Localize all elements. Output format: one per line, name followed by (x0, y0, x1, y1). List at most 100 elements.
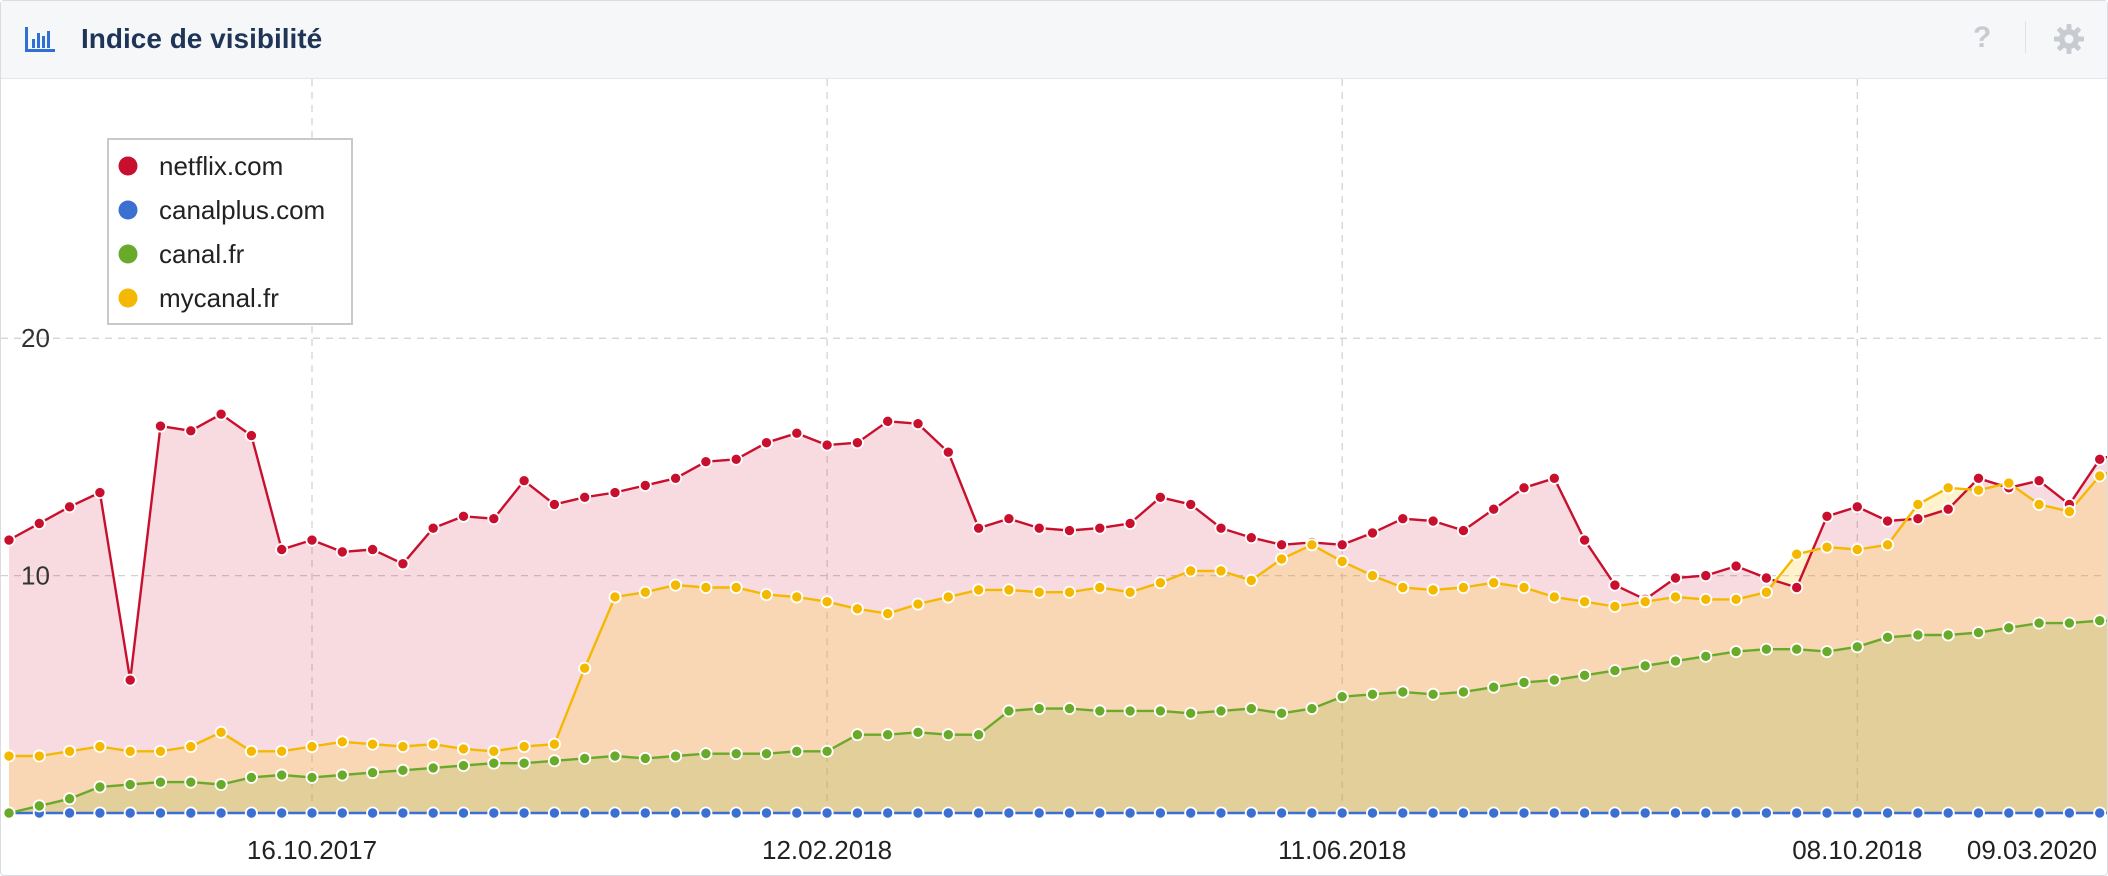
point-canal-fr (790, 744, 804, 758)
point-canalplus-com (1184, 806, 1198, 820)
point-mycanal-fr (1547, 590, 1561, 604)
point-mycanal-fr (2062, 505, 2076, 519)
point-netflix-com (1759, 571, 1773, 585)
point-mycanal-fr (820, 595, 834, 609)
point-mycanal-fr (275, 744, 289, 758)
point-netflix-com (1941, 502, 1955, 516)
point-canalplus-com (1578, 806, 1592, 820)
point-canal-fr (2002, 621, 2016, 635)
point-canalplus-com (123, 806, 137, 820)
point-canalplus-com (1335, 806, 1349, 820)
point-netflix-com (2093, 452, 2107, 466)
point-netflix-com (1123, 516, 1137, 530)
point-netflix-com (305, 533, 319, 547)
point-netflix-com (1487, 502, 1501, 516)
point-netflix-com (1669, 571, 1683, 585)
point-canal-fr (669, 749, 683, 763)
x-tick-label: 12.02.2018 (762, 835, 892, 865)
point-netflix-com (1881, 514, 1895, 528)
point-mycanal-fr (335, 735, 349, 749)
point-mycanal-fr (184, 740, 198, 754)
point-canal-fr (1002, 704, 1016, 718)
bar-chart-icon (25, 27, 55, 52)
point-mycanal-fr (1790, 547, 1804, 561)
point-canal-fr (1729, 645, 1743, 659)
point-netflix-com (244, 429, 258, 443)
point-canal-fr (335, 768, 349, 782)
point-canal-fr (1426, 687, 1440, 701)
point-canalplus-com (729, 806, 743, 820)
point-mycanal-fr (1153, 576, 1167, 590)
point-canal-fr (699, 747, 713, 761)
y-axis-ticks: 10 20 (21, 323, 50, 590)
series-areas (9, 414, 2107, 813)
y-tick-label: 10 (21, 561, 50, 591)
point-netflix-com (1063, 524, 1077, 538)
point-canalplus-com (1214, 806, 1228, 820)
point-mycanal-fr (1608, 599, 1622, 613)
point-canalplus-com (275, 806, 289, 820)
point-canalplus-com (1487, 806, 1501, 820)
point-netflix-com (790, 426, 804, 440)
point-canalplus-com (1002, 806, 1016, 820)
point-mycanal-fr (487, 744, 501, 758)
point-mycanal-fr (699, 580, 713, 594)
point-mycanal-fr (2, 749, 16, 763)
point-netflix-com (32, 516, 46, 530)
point-canalplus-com (63, 806, 77, 820)
point-canal-fr (1366, 687, 1380, 701)
point-canal-fr (305, 770, 319, 784)
point-canalplus-com (1517, 806, 1531, 820)
point-netflix-com (426, 521, 440, 535)
point-canalplus-com (305, 806, 319, 820)
point-mycanal-fr (1366, 569, 1380, 583)
point-canalplus-com (2002, 806, 2016, 820)
point-netflix-com (1214, 521, 1228, 535)
point-canal-fr (850, 728, 864, 742)
point-canal-fr (1547, 673, 1561, 687)
point-mycanal-fr (93, 740, 107, 754)
point-canal-fr (1578, 668, 1592, 682)
point-netflix-com (1426, 514, 1440, 528)
point-netflix-com (578, 490, 592, 504)
point-netflix-com (638, 478, 652, 492)
grid-lines (1, 79, 2107, 813)
point-netflix-com (941, 445, 955, 459)
area-netflix-com (9, 414, 2107, 813)
point-netflix-com (699, 455, 713, 469)
point-canal-fr (1123, 704, 1137, 718)
point-canalplus-com (1638, 806, 1652, 820)
gear-icon[interactable] (2053, 23, 2085, 55)
x-tick-label: 08.10.2018 (1792, 835, 1922, 865)
point-netflix-com (1396, 512, 1410, 526)
point-netflix-com (1275, 538, 1289, 552)
point-canal-fr (1214, 704, 1228, 718)
legend-marker (118, 288, 138, 308)
point-canalplus-com (2032, 806, 2046, 820)
help-icon[interactable]: ? (1973, 21, 1992, 54)
point-canalplus-com (1244, 806, 1258, 820)
point-netflix-com (881, 414, 895, 428)
point-canal-fr (820, 744, 834, 758)
point-netflix-com (1002, 512, 1016, 526)
page-title: Indice de visibilité (81, 23, 323, 54)
point-canalplus-com (1669, 806, 1683, 820)
point-canal-fr (1820, 645, 1834, 659)
point-canalplus-com (911, 806, 925, 820)
point-canalplus-com (760, 806, 774, 820)
point-netflix-com (184, 424, 198, 438)
point-mycanal-fr (456, 742, 470, 756)
point-canal-fr (1487, 680, 1501, 694)
point-netflix-com (1699, 569, 1713, 583)
point-mycanal-fr (881, 607, 895, 621)
point-netflix-com (1608, 578, 1622, 592)
point-mycanal-fr (1123, 585, 1137, 599)
x-tick-label: 09.03.2020 (1967, 835, 2097, 865)
point-canal-fr (972, 728, 986, 742)
point-netflix-com (123, 673, 137, 687)
point-mycanal-fr (547, 737, 561, 751)
point-canal-fr (1941, 628, 1955, 642)
point-canalplus-com (1729, 806, 1743, 820)
point-netflix-com (487, 512, 501, 526)
point-canalplus-com (456, 806, 470, 820)
